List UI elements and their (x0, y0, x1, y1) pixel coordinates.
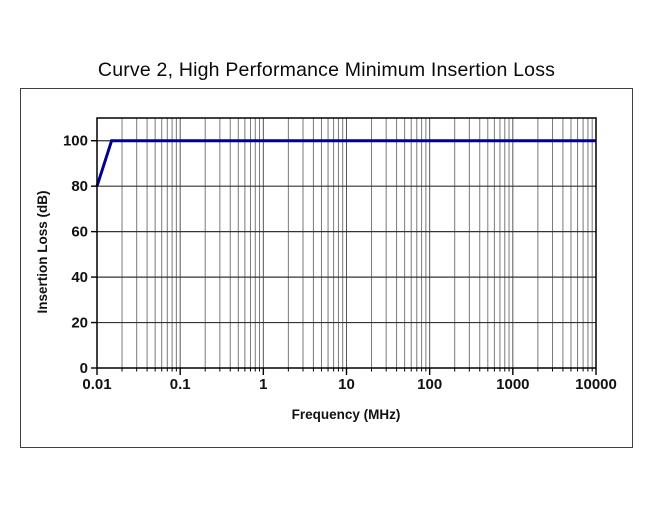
x-tick-label: 10000 (575, 376, 617, 393)
y-tick-label: 80 (71, 178, 88, 195)
y-tick-label: 0 (80, 360, 88, 377)
x-axis-title: Frequency (MHz) (292, 407, 401, 422)
plot-generated-layer: 0 20 40 60 80 100 0.01 0.1 1 10 100 1000 10000 (63, 117, 617, 393)
y-tick-label: 40 (71, 269, 88, 286)
x-tick-label: 1 (259, 376, 267, 393)
y-tick-label: 100 (63, 133, 88, 150)
series-line (95, 139, 596, 187)
y-axis-title: Insertion Loss (dB) (35, 190, 50, 313)
plot-border (96, 117, 597, 369)
y-tick-label: 60 (71, 224, 88, 241)
x-tick-label: 0.01 (82, 376, 111, 393)
x-tick-label: 0.1 (170, 376, 191, 393)
x-tick-label: 100 (417, 376, 442, 393)
y-tick-label: 20 (71, 315, 88, 332)
x-tick-label: 10 (338, 376, 355, 393)
chart-title: Curve 2, High Performance Minimum Insert… (97, 59, 556, 81)
x-tick-label: 1000 (496, 376, 529, 393)
